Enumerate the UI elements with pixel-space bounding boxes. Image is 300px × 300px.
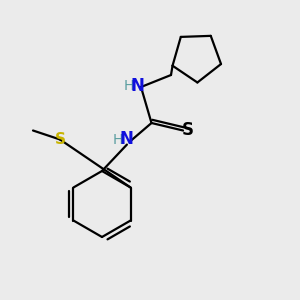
Text: H: H (123, 79, 134, 92)
Text: H: H (113, 133, 123, 146)
Text: N: N (120, 130, 134, 148)
Text: N: N (130, 76, 144, 94)
Text: S: S (55, 132, 65, 147)
Text: S: S (182, 121, 194, 139)
